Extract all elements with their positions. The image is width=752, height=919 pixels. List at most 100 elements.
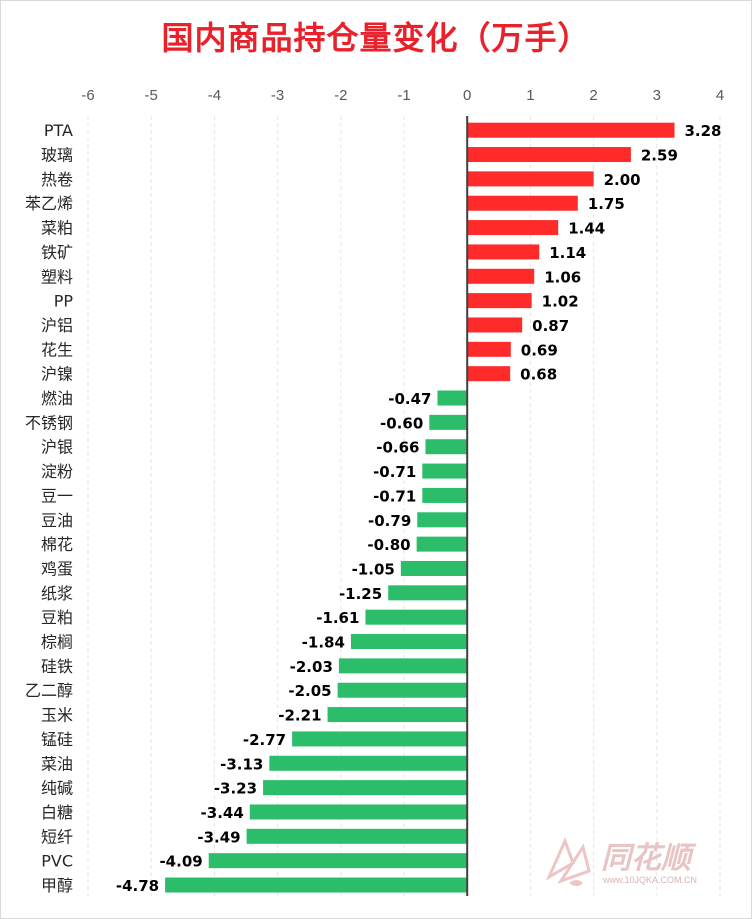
data-label: -3.23 <box>214 780 257 798</box>
data-label: -2.21 <box>278 707 321 725</box>
bar <box>467 195 578 211</box>
bar <box>467 317 523 333</box>
x-tick-label: -6 <box>81 87 94 104</box>
bar <box>292 731 468 747</box>
bar <box>388 585 468 601</box>
category-label: 纯碱 <box>41 779 73 798</box>
bar <box>467 147 631 163</box>
watermark: 同花顺 www.10JQKA.COM.CN <box>539 833 739 893</box>
bar <box>208 853 468 869</box>
category-label: 热卷 <box>41 170 73 189</box>
bar <box>422 487 468 503</box>
data-label: -0.80 <box>367 536 410 554</box>
bar <box>263 780 468 796</box>
category-label: 玉米 <box>41 706 73 725</box>
data-label: 2.00 <box>604 171 641 189</box>
category-label: 花生 <box>41 340 73 359</box>
category-label: 苯乙烯 <box>25 194 73 213</box>
value-labels: 3.28 2.592.00 1.75 1.44 1.14 1.06 1.02 0.87 0.69… <box>116 122 722 895</box>
data-label: 1.44 <box>568 220 605 238</box>
category-label: PVC <box>41 852 73 871</box>
category-label: 棕榈 <box>41 633 73 652</box>
category-label: 沪镍 <box>41 365 73 384</box>
data-label: -0.71 <box>373 463 416 481</box>
data-label: 3.28 <box>684 122 721 140</box>
data-label: 2.59 <box>641 147 678 165</box>
x-tick-label: -3 <box>271 87 284 104</box>
category-label: 菜粕 <box>41 219 73 238</box>
category-label: 棉花 <box>41 535 73 554</box>
category-label: 硅铁 <box>41 657 73 676</box>
category-label: 沪银 <box>41 438 73 457</box>
category-label: PTA <box>44 121 73 140</box>
x-axis-ticks: -6 -5 -4 -3 -2 -1 0 1 2 3 4 <box>81 87 724 104</box>
x-tick-label: 2 <box>589 87 597 104</box>
data-label: -2.03 <box>290 658 333 676</box>
category-label: 纸浆 <box>41 584 73 603</box>
bar <box>467 122 675 138</box>
data-label: 0.87 <box>532 317 569 335</box>
bar <box>246 828 468 844</box>
bar <box>416 536 468 552</box>
bar <box>429 414 468 430</box>
data-label: -0.60 <box>380 414 423 432</box>
bar <box>467 220 559 236</box>
data-label: -1.05 <box>352 560 395 578</box>
data-label: -3.13 <box>220 755 263 773</box>
bar <box>467 244 540 260</box>
x-tick-label: 1 <box>526 87 534 104</box>
data-label: -1.25 <box>339 585 382 603</box>
category-label: 豆粕 <box>41 608 73 627</box>
data-label: -4.78 <box>116 877 159 895</box>
category-label: 沪铝 <box>41 316 73 335</box>
category-label: 铁矿 <box>41 243 73 262</box>
watermark-logo-icon <box>545 836 591 886</box>
category-label: 豆一 <box>41 486 73 505</box>
grid-lines <box>87 116 721 896</box>
category-label: PP <box>54 292 74 311</box>
category-label: 塑料 <box>41 267 73 286</box>
data-label: -3.44 <box>201 804 244 822</box>
category-label: 锰硅 <box>41 730 73 749</box>
data-label: 1.06 <box>544 268 581 286</box>
bar <box>467 171 594 187</box>
bar <box>467 341 511 357</box>
bar <box>400 560 468 576</box>
data-label: 0.68 <box>520 366 557 384</box>
bar <box>338 658 468 674</box>
x-tick-label: 3 <box>653 87 661 104</box>
category-label: 玻璃 <box>41 146 73 165</box>
bar <box>467 293 532 309</box>
data-label: -0.71 <box>373 487 416 505</box>
x-tick-label: -1 <box>397 87 410 104</box>
data-label: -0.47 <box>388 390 431 408</box>
x-tick-label: -2 <box>334 87 347 104</box>
bar <box>269 755 468 771</box>
x-tick-label: 0 <box>463 87 471 104</box>
category-label: 乙二醇 <box>25 681 73 700</box>
chart-title: 国内商品持仓量变化（万手） <box>161 19 591 57</box>
x-tick-label: -4 <box>208 87 221 104</box>
data-label: 1.02 <box>542 293 579 311</box>
x-tick-label: 4 <box>716 87 724 104</box>
bar <box>437 390 468 406</box>
category-label: 短纤 <box>41 827 73 846</box>
category-label: 燃油 <box>41 389 73 408</box>
category-label: 甲醇 <box>41 876 73 895</box>
bar <box>350 634 468 650</box>
category-label: 白糖 <box>41 803 73 822</box>
bar <box>327 707 468 723</box>
data-label: -2.05 <box>288 682 331 700</box>
bar <box>422 463 468 479</box>
watermark-url: www.10JQKA.COM.CN <box>603 875 698 885</box>
data-label: -0.79 <box>368 512 411 530</box>
data-label: 1.14 <box>549 244 586 262</box>
category-label: 菜油 <box>41 754 73 773</box>
bar <box>337 682 468 698</box>
bar <box>165 877 468 893</box>
bar <box>365 609 468 625</box>
bar <box>249 804 468 820</box>
x-tick-label: -5 <box>145 87 158 104</box>
